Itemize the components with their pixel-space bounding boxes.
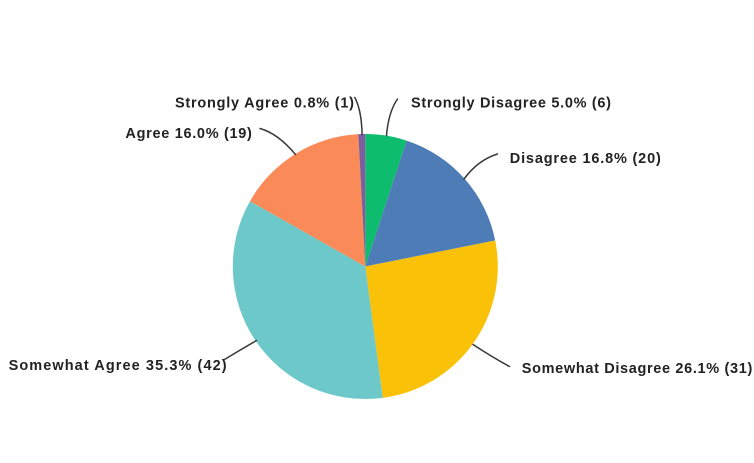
svg-text:Strongly Agree 0.8% (1): Strongly Agree 0.8% (1) (175, 96, 354, 112)
svg-text:Somewhat Agree 35.3% (42): Somewhat Agree 35.3% (42) (9, 358, 227, 374)
svg-text:Somewhat Disagree 26.1% (31): Somewhat Disagree 26.1% (31) (522, 361, 753, 377)
svg-text:Disagree 16.8% (20): Disagree 16.8% (20) (510, 151, 661, 167)
svg-text:Strongly Disagree 5.0% (6): Strongly Disagree 5.0% (6) (411, 96, 611, 112)
svg-text:Agree 16.0% (19): Agree 16.0% (19) (125, 126, 252, 142)
